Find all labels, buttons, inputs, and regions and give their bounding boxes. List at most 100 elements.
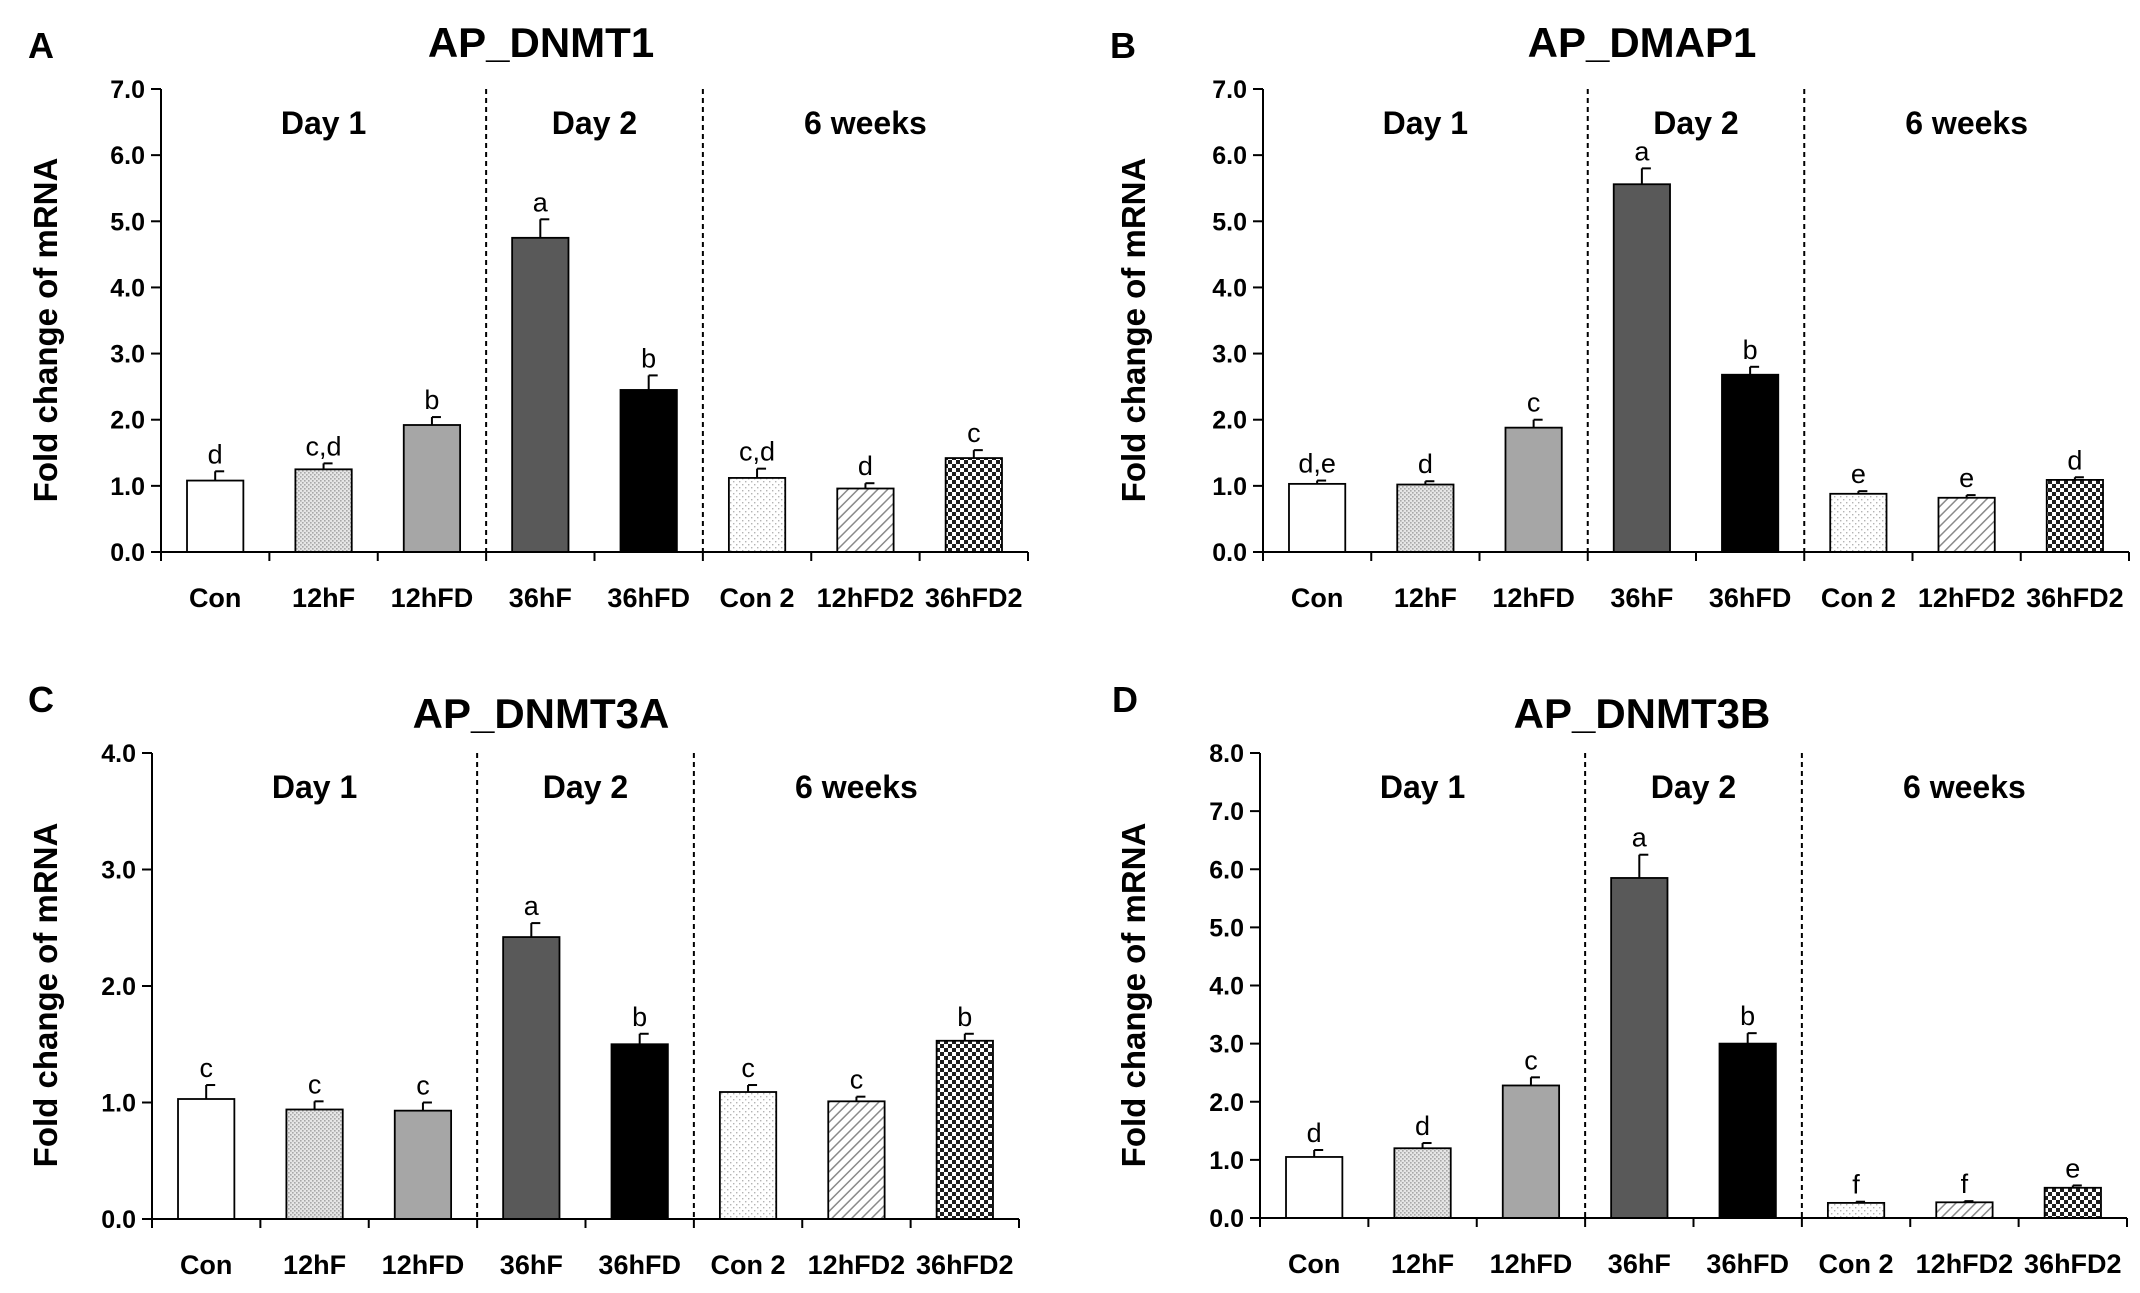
panel-d-y-axis-label: Fold change of mRNA (1115, 823, 1152, 1168)
panel-b-title: AP_DMAP1 (1528, 19, 1757, 66)
x-tick-label: 12hFD2 (808, 1250, 906, 1280)
x-tick-label: 36hF (1608, 1249, 1671, 1279)
y-tick-label: 3.0 (101, 857, 136, 885)
x-tick-label: 12hFD (382, 1250, 465, 1280)
y-tick-label: 6.0 (110, 142, 145, 170)
significance-label: f (1852, 1170, 1860, 1200)
bar-b-5 (1829, 492, 1888, 553)
significance-label: a (533, 187, 549, 217)
phase-label: 6 weeks (804, 105, 927, 141)
y-tick-label: 3.0 (1209, 1031, 1244, 1059)
significance-label: a (1632, 823, 1648, 853)
panel-a-letter: A (28, 25, 54, 66)
y-tick-label: 3.0 (1212, 341, 1247, 369)
x-tick-label: Con (189, 583, 241, 613)
y-tick-label: 6.0 (1212, 142, 1247, 170)
x-tick-label: 36hF (500, 1250, 563, 1280)
bar-b-2 (1504, 426, 1563, 553)
phase-label: Day 1 (1380, 769, 1465, 805)
y-tick-label: 0.0 (110, 539, 145, 567)
bar-c-3 (502, 936, 561, 1220)
y-tick-label: 4.0 (1209, 973, 1244, 1001)
significance-label: e (2065, 1153, 2080, 1183)
y-tick-label: 2.0 (1209, 1089, 1244, 1117)
significance-label: e (1851, 459, 1866, 489)
y-tick-label: 5.0 (110, 208, 145, 236)
significance-label: c (308, 1069, 322, 1099)
x-tick-label: 12hF (292, 583, 355, 613)
bar-d-2 (1501, 1084, 1561, 1219)
x-tick-label: Con (180, 1250, 232, 1280)
bar-d-1 (1393, 1147, 1452, 1219)
significance-label: a (524, 891, 540, 921)
x-tick-label: 36hFD (598, 1250, 681, 1280)
bar-d-0 (1285, 1156, 1344, 1219)
phase-label: 6 weeks (1903, 769, 2026, 805)
bar-c-4 (610, 1043, 669, 1220)
panel-b-y-axis-label: Fold change of mRNA (1115, 158, 1152, 503)
x-tick-label: 12hF (1394, 583, 1457, 613)
bar-b-1 (1396, 483, 1455, 553)
bar-b-4 (1721, 373, 1780, 553)
significance-label: c,d (739, 437, 775, 467)
phase-label: Day 2 (543, 769, 628, 805)
significance-label: b (632, 1002, 647, 1032)
y-tick-label: 4.0 (110, 274, 145, 302)
significance-label: e (1959, 463, 1974, 493)
x-tick-label: Con 2 (711, 1250, 786, 1280)
x-tick-label: 12hFD (1492, 583, 1575, 613)
bar-a-1 (294, 468, 353, 553)
y-tick-label: 4.0 (101, 740, 136, 768)
y-tick-label: 2.0 (101, 973, 136, 1001)
significance-label: d,e (1298, 449, 1336, 479)
y-tick-label: 7.0 (110, 76, 145, 104)
bar-a-4 (619, 389, 678, 553)
x-tick-label: 36hFD (1706, 1249, 1789, 1279)
significance-label: c,d (306, 431, 342, 461)
x-tick-label: 36hFD (607, 583, 690, 613)
significance-label: b (1743, 335, 1758, 365)
y-tick-label: 8.0 (1209, 740, 1244, 768)
significance-label: b (1740, 1001, 1755, 1031)
y-tick-label: 1.0 (1209, 1147, 1244, 1175)
x-tick-label: Con (1288, 1249, 1340, 1279)
phase-label: Day 2 (1651, 769, 1736, 805)
significance-label: c (416, 1071, 430, 1101)
phase-label: Day 2 (1653, 105, 1738, 141)
bar-d-5 (1826, 1201, 1886, 1219)
panel-a: A AP_DNMT1 Fold change of mRNA 0.0 1.0 2.0… (27, 19, 1029, 613)
panel-a-y-axis-label: Fold change of mRNA (27, 158, 64, 503)
bar-d-6 (1935, 1201, 1994, 1219)
x-tick-label: 36hFD2 (2024, 1249, 2122, 1279)
y-tick-label: 1.0 (1212, 473, 1247, 501)
panel-c: C AP_DNMT3A Fold change of mRNA 0.0 1.0 2.… (27, 679, 1020, 1280)
y-tick-label: 0.0 (1212, 539, 1247, 567)
x-tick-label: 12hF (1391, 1249, 1454, 1279)
significance-label: c (741, 1053, 755, 1083)
bar-a-0 (186, 479, 245, 553)
significance-label: c (1527, 388, 1541, 418)
significance-label: b (424, 385, 439, 415)
x-tick-label: 12hFD (1490, 1249, 1573, 1279)
x-tick-label: Con 2 (720, 583, 795, 613)
bar-d-3 (1610, 877, 1669, 1219)
panel-b: B AP_DMAP1 Fold change of mRNA 0.0 1.0 2.0… (1110, 19, 2130, 613)
bar-a-5 (727, 477, 787, 553)
x-tick-label: 36hFD2 (916, 1250, 1014, 1280)
y-tick-label: 4.0 (1212, 274, 1247, 302)
significance-label: b (641, 343, 656, 373)
x-tick-label: 36hF (1610, 583, 1673, 613)
bar-b-3 (1612, 183, 1671, 553)
y-tick-label: 1.0 (101, 1090, 136, 1118)
y-tick-label: 2.0 (110, 407, 145, 435)
significance-label: c (199, 1053, 213, 1083)
significance-label: d (208, 439, 223, 469)
x-tick-label: Con (1291, 583, 1343, 613)
bar-c-6 (827, 1100, 886, 1220)
y-tick-label: 6.0 (1209, 856, 1244, 884)
bar-a-2 (402, 424, 462, 553)
bar-d-4 (1718, 1042, 1777, 1219)
panel-d-letter: D (1112, 679, 1138, 720)
significance-label: d (1307, 1118, 1322, 1148)
